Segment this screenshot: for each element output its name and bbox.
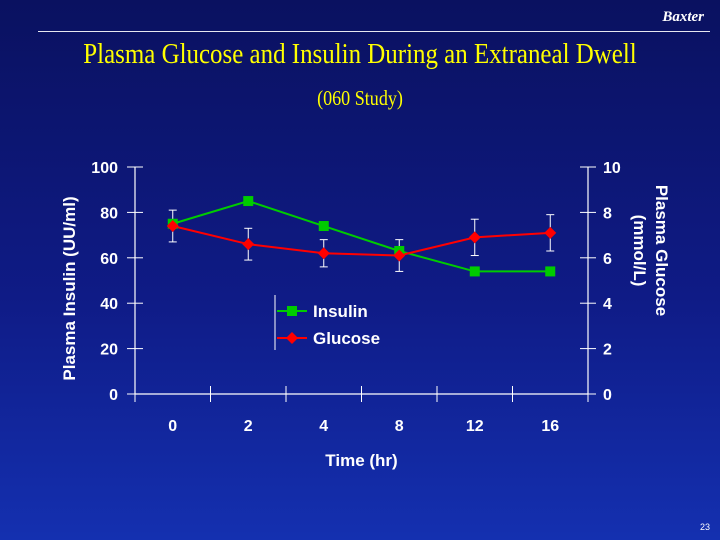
error-bars — [168, 209, 555, 272]
series-line-glucose — [172, 225, 551, 257]
y-tick-label-right: 10 — [603, 160, 621, 177]
y-tick-label-right: 0 — [603, 387, 612, 404]
glucose-point — [317, 247, 330, 260]
x-tick-label: 2 — [244, 418, 253, 435]
legend-label: Glucose — [313, 329, 380, 348]
x-tick-label: 4 — [319, 418, 328, 435]
x-tick-label: 0 — [168, 418, 177, 435]
insulin-point — [545, 266, 556, 277]
chart-subtitle: (060 Study) — [317, 86, 403, 110]
y-tick-label-left: 40 — [100, 296, 118, 313]
y-tick-label-right: 2 — [603, 342, 612, 359]
legend-marker-insulin — [287, 306, 297, 316]
glucose-point — [242, 238, 255, 251]
glucose-point — [468, 231, 481, 244]
series-line-insulin — [172, 200, 551, 273]
y-tick-label-left: 80 — [100, 205, 118, 222]
x-tick-label: 12 — [466, 418, 484, 435]
y-tick-label-right: 8 — [603, 205, 612, 222]
glucose-point — [166, 220, 179, 233]
series-lines — [172, 200, 551, 273]
brand-logo: Baxter — [662, 9, 704, 25]
y-tick-label-left: 100 — [91, 160, 118, 177]
axis-titles: Time (hr) Plasma Insulin (UU/ml) Plasma Gl… — [60, 185, 671, 470]
series-markers — [166, 196, 557, 277]
y-axis-title-left: Plasma Insulin (UU/ml) — [60, 196, 79, 380]
insulin-point — [469, 266, 480, 277]
x-tick-label: 16 — [541, 418, 559, 435]
chart-axes — [134, 167, 589, 395]
y-axis-title-right: (mmol/L) — [630, 215, 649, 287]
y-tick-label-left: 0 — [109, 387, 118, 404]
x-axis-title: Time (hr) — [325, 451, 397, 470]
y-tick-label-left: 20 — [100, 342, 118, 359]
insulin-point — [243, 196, 254, 207]
y-tick-label-right: 4 — [603, 296, 612, 313]
legend: Insulin Glucose — [274, 295, 380, 350]
legend-marker-glucose — [286, 332, 298, 344]
insulin-point — [318, 221, 329, 232]
y-axis-title-right: Plasma Glucose — [652, 185, 671, 316]
y-tick-label-left: 60 — [100, 251, 118, 268]
page-number: 23 — [699, 522, 710, 532]
chart-title: Plasma Glucose and Insulin During an Ext… — [83, 38, 637, 70]
legend-label: Insulin — [313, 302, 368, 321]
y-tick-label-right: 6 — [603, 251, 612, 268]
header-rule — [38, 31, 710, 32]
glucose-point — [393, 249, 406, 262]
x-tick-label: 8 — [395, 418, 404, 435]
glucose-point — [544, 226, 557, 239]
